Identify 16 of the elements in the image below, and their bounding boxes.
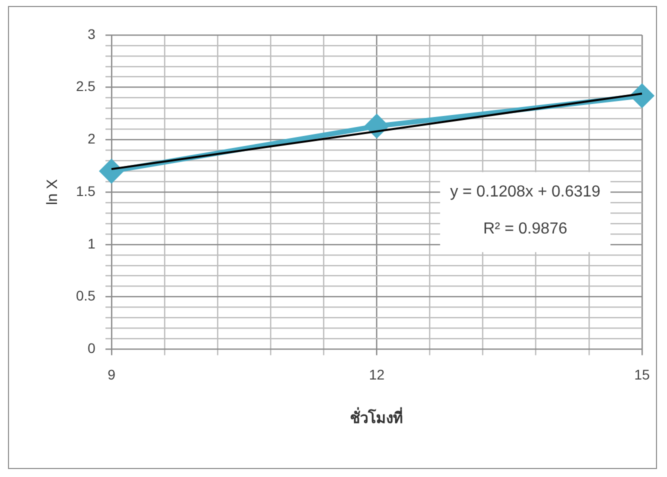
- x-tick-label: 9: [108, 366, 116, 382]
- annotation: R² = 0.9876: [483, 220, 568, 238]
- x-tick-label: 15: [634, 366, 650, 382]
- y-tick-label: 0.5: [76, 288, 96, 304]
- y-tick-label: 2.5: [76, 78, 96, 94]
- point: [100, 160, 123, 183]
- y-tick-label: 1.5: [76, 182, 96, 199]
- x-axis-title: ชั่วโมงที่: [350, 406, 404, 427]
- y-axis-title: ln X: [44, 179, 62, 206]
- point: [365, 114, 388, 138]
- y-tick-label: 1: [88, 235, 96, 252]
- y-tick-label: 0: [88, 340, 96, 356]
- y-tick-label: 2: [88, 130, 96, 147]
- y-tick-label: 3: [88, 26, 96, 42]
- x-tick-label: 12: [368, 366, 385, 382]
- annotation: y = 0.1208x + 0.6319: [450, 184, 601, 201]
